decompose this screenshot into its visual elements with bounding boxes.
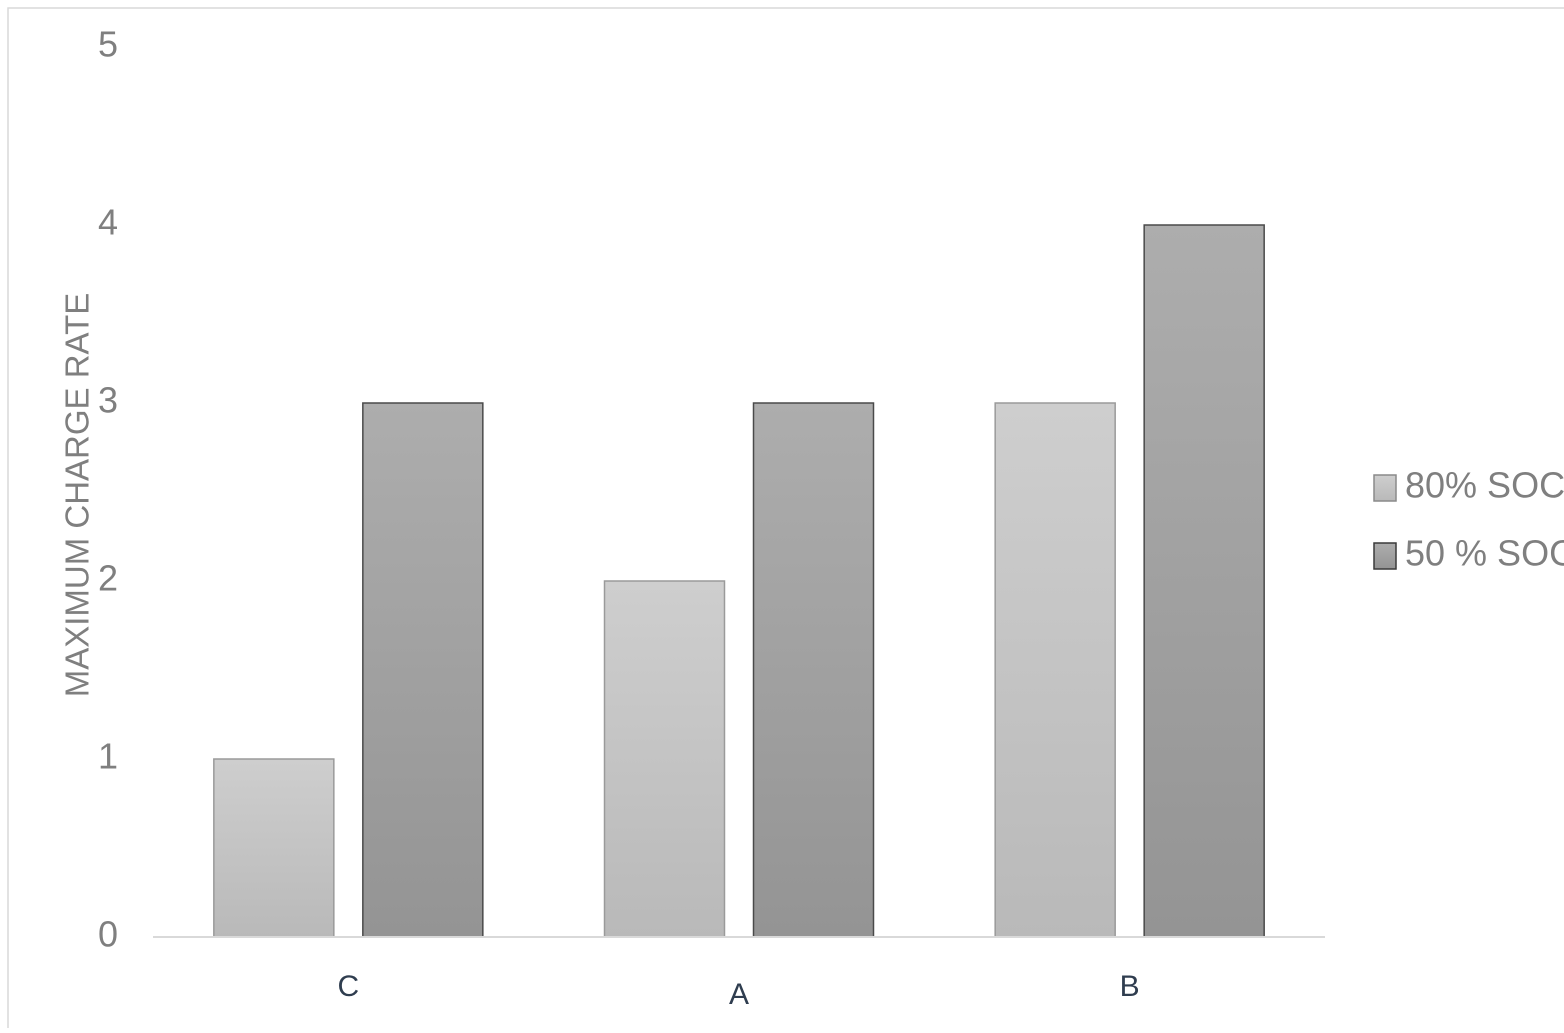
bar-soc50-b [1143,224,1265,938]
legend-label: 80% SOC [1405,465,1564,506]
y-tick-label: 4 [98,202,118,243]
x-tick-label: C [337,970,359,1003]
legend: 80% SOC 50 % SOC [1373,465,1564,574]
y-axis-label: MAXIMUM CHARGE RATE [59,293,96,698]
legend-swatch [1373,474,1397,502]
bar-soc50-a [752,402,875,938]
y-tick-label: 3 [98,380,118,421]
chart-border [7,7,1564,1033]
bar-soc50-c [362,402,484,938]
legend-label: 50 % SOC [1405,533,1564,574]
x-tick-label: A [729,978,749,1011]
y-tick-label: 2 [98,558,118,599]
y-tick-labels: 0 1 2 3 4 5 [98,24,118,955]
bars [213,224,1265,938]
bar-soc80-c [213,758,335,938]
legend-swatch [1373,542,1397,570]
y-tick-label: 5 [98,24,118,65]
bar-soc80-b [994,402,1116,938]
x-tick-label: B [1120,970,1140,1003]
y-tick-label: 1 [98,736,118,777]
bar-soc80-a [603,580,726,938]
y-tick-label: 0 [98,914,118,955]
